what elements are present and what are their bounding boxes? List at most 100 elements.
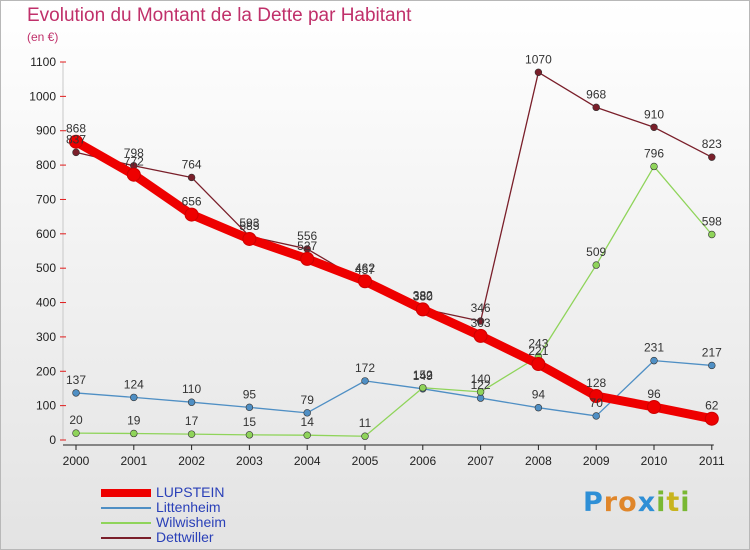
series-line-wilwisheim bbox=[75, 165, 713, 437]
data-point-wilwisheim bbox=[130, 429, 138, 438]
data-label-wilwisheim: 17 bbox=[185, 414, 199, 428]
legend: LUPSTEIN Littenheim Wilwisheim Dettwiller bbox=[101, 484, 301, 545]
data-point-wilwisheim bbox=[650, 162, 658, 171]
data-label-dettwiller: 823 bbox=[702, 137, 722, 151]
data-point-dettwiller bbox=[708, 153, 716, 161]
y-tick-label: 600 bbox=[36, 227, 56, 241]
data-label-dettwiller: 457 bbox=[355, 263, 375, 277]
data-point-dettwiller bbox=[187, 173, 196, 182]
legend-label-wilwisheim: Wilwisheim bbox=[156, 514, 226, 530]
data-label-dettwiller: 556 bbox=[297, 229, 317, 243]
data-label-dettwiller: 837 bbox=[66, 132, 86, 146]
data-point-lupstein bbox=[358, 274, 372, 289]
data-label-lupstein: 585 bbox=[239, 219, 259, 233]
data-label-lupstein: 527 bbox=[297, 239, 317, 253]
data-label-wilwisheim: 20 bbox=[69, 413, 83, 427]
legend-label-littenheim: Littenheim bbox=[156, 499, 221, 515]
brand-letter: r bbox=[603, 487, 619, 518]
y-tick-label: 1100 bbox=[30, 55, 56, 69]
data-point-wilwisheim bbox=[476, 388, 485, 396]
data-point-wilwisheim bbox=[245, 431, 254, 439]
data-label-littenheim: 70 bbox=[590, 396, 604, 410]
data-point-littenheim bbox=[708, 361, 716, 370]
brand-letter: t bbox=[666, 487, 681, 518]
data-point-wilwisheim bbox=[361, 432, 369, 440]
y-axis-unit: (en €) bbox=[27, 30, 59, 44]
data-point-lupstein bbox=[126, 167, 141, 182]
data-point-lupstein bbox=[242, 231, 257, 246]
data-label-lupstein: 62 bbox=[705, 399, 719, 413]
legend-item-wilwisheim: Wilwisheim bbox=[101, 514, 301, 530]
x-tick-label: 2005 bbox=[352, 454, 379, 468]
data-point-lupstein bbox=[415, 302, 430, 317]
data-point-littenheim bbox=[476, 394, 485, 402]
data-point-lupstein bbox=[704, 411, 719, 426]
data-label-lupstein: 380 bbox=[413, 289, 433, 303]
data-point-littenheim bbox=[534, 403, 543, 412]
data-label-dettwiller: 1070 bbox=[525, 52, 552, 66]
chart-title: Evolution du Montant de la Dette par Hab… bbox=[27, 5, 412, 26]
y-tick-label: 200 bbox=[36, 364, 56, 378]
x-tick-label: 2004 bbox=[294, 454, 321, 468]
data-label-wilwisheim: 11 bbox=[359, 416, 372, 430]
x-tick-label: 2002 bbox=[178, 454, 205, 468]
data-label-dettwiller: 346 bbox=[471, 301, 491, 315]
data-label-littenheim: 137 bbox=[66, 373, 86, 387]
x-tick-label: 2008 bbox=[525, 454, 552, 468]
y-tick-label: 700 bbox=[36, 192, 56, 206]
data-label-dettwiller: 910 bbox=[644, 107, 664, 121]
data-label-wilwisheim: 598 bbox=[702, 215, 722, 229]
data-point-lupstein bbox=[647, 400, 661, 415]
data-point-lupstein bbox=[589, 389, 604, 404]
data-point-lupstein bbox=[531, 357, 546, 372]
brand-letter: i bbox=[680, 487, 691, 518]
data-label-dettwiller: 968 bbox=[586, 87, 606, 101]
data-label-littenheim: 124 bbox=[124, 377, 144, 391]
data-point-lupstein bbox=[473, 328, 488, 343]
data-label-littenheim: 79 bbox=[301, 393, 315, 407]
brand-letter: P bbox=[583, 487, 604, 518]
data-label-lupstein: 868 bbox=[66, 122, 86, 136]
data-label-wilwisheim: 140 bbox=[471, 372, 491, 386]
legend-swatch-littenheim bbox=[101, 507, 151, 509]
legend-item-dettwiller: Dettwiller bbox=[101, 529, 301, 545]
brand-letter: i bbox=[656, 487, 667, 518]
brand-letter: o bbox=[618, 487, 638, 518]
data-point-littenheim bbox=[245, 403, 254, 412]
y-tick-label: 800 bbox=[36, 158, 56, 172]
legend-label-dettwiller: Dettwiller bbox=[156, 529, 214, 545]
data-label-wilwisheim: 152 bbox=[413, 368, 433, 382]
data-point-lupstein bbox=[69, 134, 83, 149]
data-label-dettwiller: 593 bbox=[239, 216, 259, 230]
data-label-wilwisheim: 509 bbox=[586, 245, 606, 259]
data-point-littenheim bbox=[187, 398, 196, 406]
series-line-littenheim bbox=[75, 359, 713, 417]
data-point-littenheim bbox=[592, 412, 600, 420]
data-label-lupstein: 128 bbox=[586, 376, 606, 390]
data-point-wilwisheim bbox=[419, 384, 427, 392]
data-label-littenheim: 172 bbox=[355, 361, 375, 375]
data-point-littenheim bbox=[130, 393, 138, 402]
data-point-littenheim bbox=[72, 389, 80, 397]
data-point-dettwiller bbox=[476, 317, 485, 325]
x-tick-label: 2007 bbox=[467, 454, 494, 468]
data-label-littenheim: 149 bbox=[413, 369, 433, 383]
x-tick-label: 2011 bbox=[699, 454, 725, 468]
brand-letter: x bbox=[637, 487, 657, 518]
data-label-lupstein: 772 bbox=[124, 155, 144, 169]
data-point-lupstein bbox=[184, 207, 199, 222]
series-line-lupstein bbox=[71, 137, 717, 424]
data-point-wilwisheim bbox=[708, 230, 716, 239]
legend-item-littenheim: Littenheim bbox=[101, 499, 301, 515]
data-label-littenheim: 231 bbox=[644, 341, 664, 355]
data-label-wilwisheim: 796 bbox=[644, 146, 664, 160]
data-label-lupstein: 303 bbox=[471, 316, 491, 330]
x-tick-label: 2009 bbox=[583, 454, 610, 468]
y-tick-label: 400 bbox=[36, 296, 56, 310]
y-tick-label: 1000 bbox=[29, 89, 56, 103]
data-point-littenheim bbox=[361, 377, 369, 385]
data-labels: 837 798 764 593 556 457 382 346 1070 968 910 823 137… bbox=[66, 52, 722, 430]
data-label-littenheim: 122 bbox=[471, 378, 491, 392]
data-label-littenheim: 217 bbox=[702, 345, 722, 359]
